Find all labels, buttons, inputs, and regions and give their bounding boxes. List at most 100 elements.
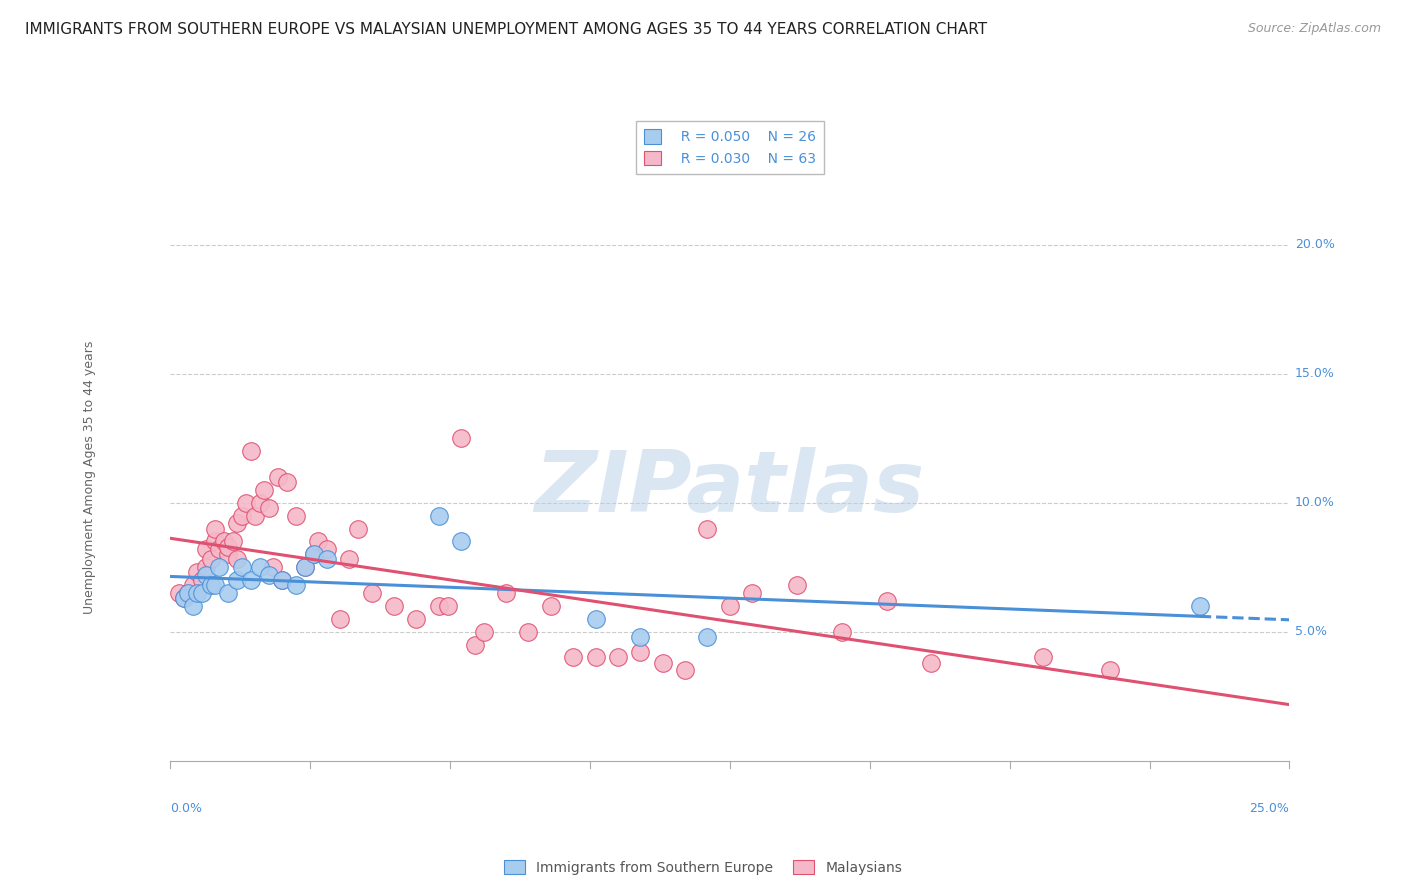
Point bbox=[195, 560, 218, 574]
Point bbox=[226, 573, 249, 587]
Point bbox=[360, 586, 382, 600]
Point bbox=[262, 560, 284, 574]
Point bbox=[628, 645, 651, 659]
Point bbox=[1032, 650, 1054, 665]
Point bbox=[217, 540, 239, 554]
Point bbox=[271, 573, 294, 587]
Point bbox=[245, 508, 267, 523]
Point bbox=[718, 599, 741, 613]
Point bbox=[231, 560, 253, 574]
Text: 15.0%: 15.0% bbox=[1295, 368, 1334, 380]
Point bbox=[382, 599, 405, 613]
Point bbox=[786, 578, 808, 592]
Point bbox=[195, 542, 218, 557]
Point bbox=[173, 591, 195, 606]
Point bbox=[177, 586, 200, 600]
Point bbox=[222, 534, 245, 549]
Point bbox=[239, 444, 262, 458]
Text: 10.0%: 10.0% bbox=[1295, 496, 1334, 509]
Point bbox=[450, 534, 472, 549]
Point bbox=[673, 663, 696, 677]
Point bbox=[427, 599, 450, 613]
Text: IMMIGRANTS FROM SOUTHERN EUROPE VS MALAYSIAN UNEMPLOYMENT AMONG AGES 35 TO 44 YE: IMMIGRANTS FROM SOUTHERN EUROPE VS MALAY… bbox=[25, 22, 987, 37]
Point bbox=[257, 500, 280, 515]
Point bbox=[302, 547, 325, 561]
Point bbox=[1099, 663, 1122, 677]
Point bbox=[284, 508, 307, 523]
Text: 20.0%: 20.0% bbox=[1295, 238, 1334, 252]
Point bbox=[696, 522, 718, 536]
Point bbox=[316, 542, 339, 557]
Point bbox=[284, 578, 307, 592]
Point bbox=[831, 624, 853, 639]
Point bbox=[294, 560, 316, 574]
Point bbox=[472, 624, 495, 639]
Point bbox=[253, 483, 276, 497]
Point bbox=[696, 630, 718, 644]
Point bbox=[190, 573, 212, 587]
Point bbox=[741, 586, 763, 600]
Point bbox=[405, 612, 427, 626]
Point bbox=[876, 593, 898, 607]
Point bbox=[181, 599, 204, 613]
Point bbox=[562, 650, 585, 665]
Point bbox=[427, 508, 450, 523]
Point bbox=[329, 612, 352, 626]
Legend:   R = 0.050    N = 26,   R = 0.030    N = 63: R = 0.050 N = 26, R = 0.030 N = 63 bbox=[636, 121, 824, 174]
Point bbox=[195, 568, 218, 582]
Text: Unemployment Among Ages 35 to 44 years: Unemployment Among Ages 35 to 44 years bbox=[83, 340, 96, 614]
Point bbox=[267, 470, 290, 484]
Point bbox=[167, 586, 190, 600]
Point bbox=[235, 496, 257, 510]
Point bbox=[249, 560, 271, 574]
Point bbox=[464, 638, 486, 652]
Point bbox=[495, 586, 517, 600]
Point bbox=[585, 612, 607, 626]
Point bbox=[177, 586, 200, 600]
Point bbox=[200, 552, 222, 566]
Text: 25.0%: 25.0% bbox=[1250, 802, 1289, 814]
Point bbox=[204, 522, 226, 536]
Point bbox=[208, 560, 231, 574]
Point bbox=[517, 624, 540, 639]
Point bbox=[606, 650, 628, 665]
Point bbox=[450, 431, 472, 445]
Point bbox=[239, 573, 262, 587]
Point bbox=[1188, 599, 1211, 613]
Point bbox=[307, 534, 329, 549]
Point bbox=[181, 578, 204, 592]
Text: Source: ZipAtlas.com: Source: ZipAtlas.com bbox=[1247, 22, 1381, 36]
Point bbox=[226, 552, 249, 566]
Point bbox=[231, 508, 253, 523]
Point bbox=[257, 568, 280, 582]
Text: 0.0%: 0.0% bbox=[170, 802, 202, 814]
Point bbox=[186, 586, 208, 600]
Point bbox=[628, 630, 651, 644]
Legend: Immigrants from Southern Europe, Malaysians: Immigrants from Southern Europe, Malaysi… bbox=[498, 855, 908, 880]
Point bbox=[212, 534, 235, 549]
Point bbox=[585, 650, 607, 665]
Point bbox=[200, 578, 222, 592]
Point bbox=[316, 552, 339, 566]
Point bbox=[217, 547, 239, 561]
Point bbox=[226, 516, 249, 531]
Point bbox=[302, 547, 325, 561]
Point bbox=[208, 542, 231, 557]
Point bbox=[651, 656, 673, 670]
Point bbox=[217, 586, 239, 600]
Point bbox=[437, 599, 460, 613]
Point bbox=[271, 573, 294, 587]
Point bbox=[294, 560, 316, 574]
Point bbox=[204, 578, 226, 592]
Point bbox=[186, 566, 208, 580]
Point bbox=[337, 552, 360, 566]
Point bbox=[249, 496, 271, 510]
Point bbox=[920, 656, 942, 670]
Point bbox=[347, 522, 370, 536]
Text: ZIPatlas: ZIPatlas bbox=[534, 447, 925, 530]
Point bbox=[276, 475, 298, 490]
Point bbox=[540, 599, 562, 613]
Point bbox=[190, 586, 212, 600]
Point bbox=[204, 534, 226, 549]
Point bbox=[173, 591, 195, 606]
